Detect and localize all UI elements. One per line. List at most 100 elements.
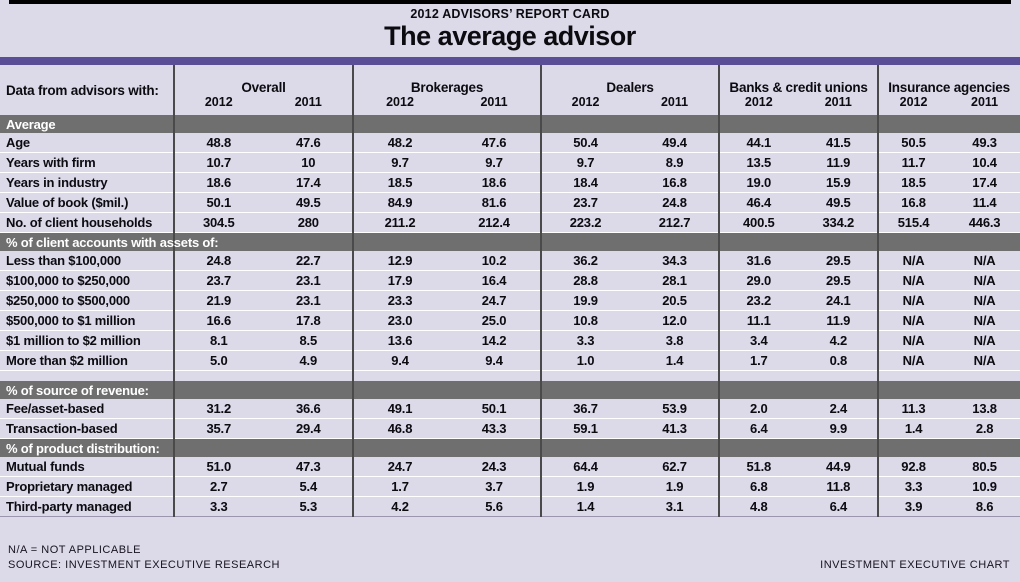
value-cell-text: 5.0 xyxy=(210,353,228,368)
value-cell: 1.9 xyxy=(630,476,720,497)
value-cell: 53.9 xyxy=(630,399,720,419)
value-cell-text: 62.7 xyxy=(662,459,687,474)
value-cell: 10.9 xyxy=(949,476,1020,497)
group-header: Overall xyxy=(174,65,353,95)
value-cell-text: 44.9 xyxy=(826,459,851,474)
table-row: More than $2 million 5.0 4.9 9.4 9.4 1.0 1.4 1.… xyxy=(0,350,1020,371)
value-cell-text: 80.5 xyxy=(972,459,997,474)
value-cell-text: 24.8 xyxy=(206,253,231,268)
value-cell: 9.4 xyxy=(353,350,448,371)
table-row: Years in industry 18.6 17.4 18.5 18.6 18.4 16.… xyxy=(0,172,1020,193)
value-cell-text: 16.8 xyxy=(901,195,926,210)
value-cell: 81.6 xyxy=(447,192,542,213)
value-cell: 16.8 xyxy=(630,172,720,193)
value-cell-text: 50.1 xyxy=(206,195,231,210)
value-cell-text: 1.4 xyxy=(904,421,923,436)
table-row: Value of book ($mil.) 50.1 49.5 84.9 81.6 23.… xyxy=(0,192,1020,213)
value-cell-text: 8.5 xyxy=(299,333,318,348)
value-cell: 10 xyxy=(263,152,354,173)
value-cell-text: 10.9 xyxy=(972,479,997,494)
value-cell: 24.8 xyxy=(174,251,264,271)
value-cell-text: 24.8 xyxy=(662,195,687,210)
value-cell: 41.3 xyxy=(630,418,720,439)
year-header: 2012 xyxy=(353,95,447,115)
value-cell: 21.9 xyxy=(174,290,264,311)
value-cell-text: 18.5 xyxy=(387,175,413,190)
group-header-text: Banks & credit unions xyxy=(729,80,868,95)
value-cell: 4.2 xyxy=(798,330,879,351)
value-cell: 1.9 xyxy=(541,476,631,497)
value-cell-text: 1.7 xyxy=(750,353,768,368)
value-cell-text: 5.4 xyxy=(299,479,318,494)
value-cell-text: 4.2 xyxy=(829,333,848,348)
year-header: 2012 xyxy=(878,95,949,115)
value-cell-text: 23.1 xyxy=(296,293,321,308)
value-cell-text: N/A xyxy=(902,273,925,288)
value-cell-text: 23.3 xyxy=(387,293,413,308)
row-label-text: More than $2 million xyxy=(6,353,128,368)
value-cell-text: 29.4 xyxy=(296,421,321,436)
row-label-text: Age xyxy=(6,135,30,150)
table-row: Mutual funds 51.0 47.3 24.7 24.3 64.4 62.7 51.8… xyxy=(0,457,1020,477)
table-row: $1 million to $2 million 8.1 8.5 13.6 14.2 3.… xyxy=(0,330,1020,351)
year-header-text: 2011 xyxy=(480,95,508,109)
value-cell-text: 46.4 xyxy=(746,195,772,210)
value-cell: 3.8 xyxy=(630,330,720,351)
value-cell: 8.5 xyxy=(263,330,354,351)
value-cell-text: N/A xyxy=(973,253,996,268)
value-cell: 3.1 xyxy=(630,496,720,517)
year-header-text: 2012 xyxy=(204,95,233,109)
value-cell-text: 10.2 xyxy=(481,253,507,268)
value-cell: 17.9 xyxy=(353,270,448,291)
value-cell-text: 11.9 xyxy=(826,313,851,328)
section-title-text: % of client accounts with assets of: xyxy=(6,234,219,250)
value-cell: 15.9 xyxy=(798,172,879,193)
value-cell: 2.8 xyxy=(949,418,1020,439)
value-cell-text: 28.8 xyxy=(573,273,598,288)
value-cell: 1.7 xyxy=(353,476,448,497)
group-header: Banks & credit unions xyxy=(719,65,878,95)
row-label: More than $2 million xyxy=(0,350,174,371)
value-cell-text: 92.8 xyxy=(901,459,926,474)
value-cell: 34.3 xyxy=(630,251,720,271)
value-cell-text: 3.3 xyxy=(904,479,923,494)
value-cell-text: 9.4 xyxy=(485,353,503,368)
row-label-text: Transaction-based xyxy=(6,421,118,436)
value-cell-text: 3.1 xyxy=(665,499,684,514)
value-cell-text: 4.9 xyxy=(299,353,318,368)
value-cell: 28.8 xyxy=(541,270,631,291)
value-cell: 24.8 xyxy=(630,192,720,213)
value-cell-text: 446.3 xyxy=(968,215,1001,230)
value-cell: 6.8 xyxy=(719,476,799,497)
value-cell: 4.9 xyxy=(263,350,354,371)
value-cell-text: 11.4 xyxy=(972,195,997,210)
row-label: $500,000 to $1 million xyxy=(0,310,174,331)
value-cell: 16.6 xyxy=(174,310,264,331)
value-cell: 19.9 xyxy=(541,290,631,311)
value-cell-text: 4.2 xyxy=(391,499,409,514)
value-cell-text: N/A xyxy=(902,313,925,328)
value-cell: 20.5 xyxy=(630,290,720,311)
value-cell: 16.4 xyxy=(447,270,542,291)
value-cell-text: 12.0 xyxy=(662,313,687,328)
value-cell-text: 13.5 xyxy=(746,155,772,170)
value-cell-text: 19.0 xyxy=(746,175,772,190)
value-cell-text: 50.1 xyxy=(481,401,507,416)
value-cell-text: 31.2 xyxy=(206,401,231,416)
year-header-text: 2011 xyxy=(971,95,999,109)
value-cell: 43.3 xyxy=(447,418,542,439)
value-cell-text: 49.5 xyxy=(826,195,851,210)
value-cell-text: 11.9 xyxy=(826,155,851,170)
value-cell-text: 44.1 xyxy=(746,135,772,150)
value-cell: 18.6 xyxy=(174,172,264,193)
year-header: 2012 xyxy=(174,95,264,115)
section-header-row: Average xyxy=(0,115,1020,133)
row-label-text: Years in industry xyxy=(6,175,108,190)
value-cell: 24.7 xyxy=(353,457,448,477)
value-cell: 51.8 xyxy=(719,457,799,477)
value-cell-text: N/A xyxy=(973,333,996,348)
row-label-text: $100,000 to $250,000 xyxy=(6,273,130,288)
value-cell: 14.2 xyxy=(447,330,542,351)
value-cell: N/A xyxy=(878,310,950,331)
